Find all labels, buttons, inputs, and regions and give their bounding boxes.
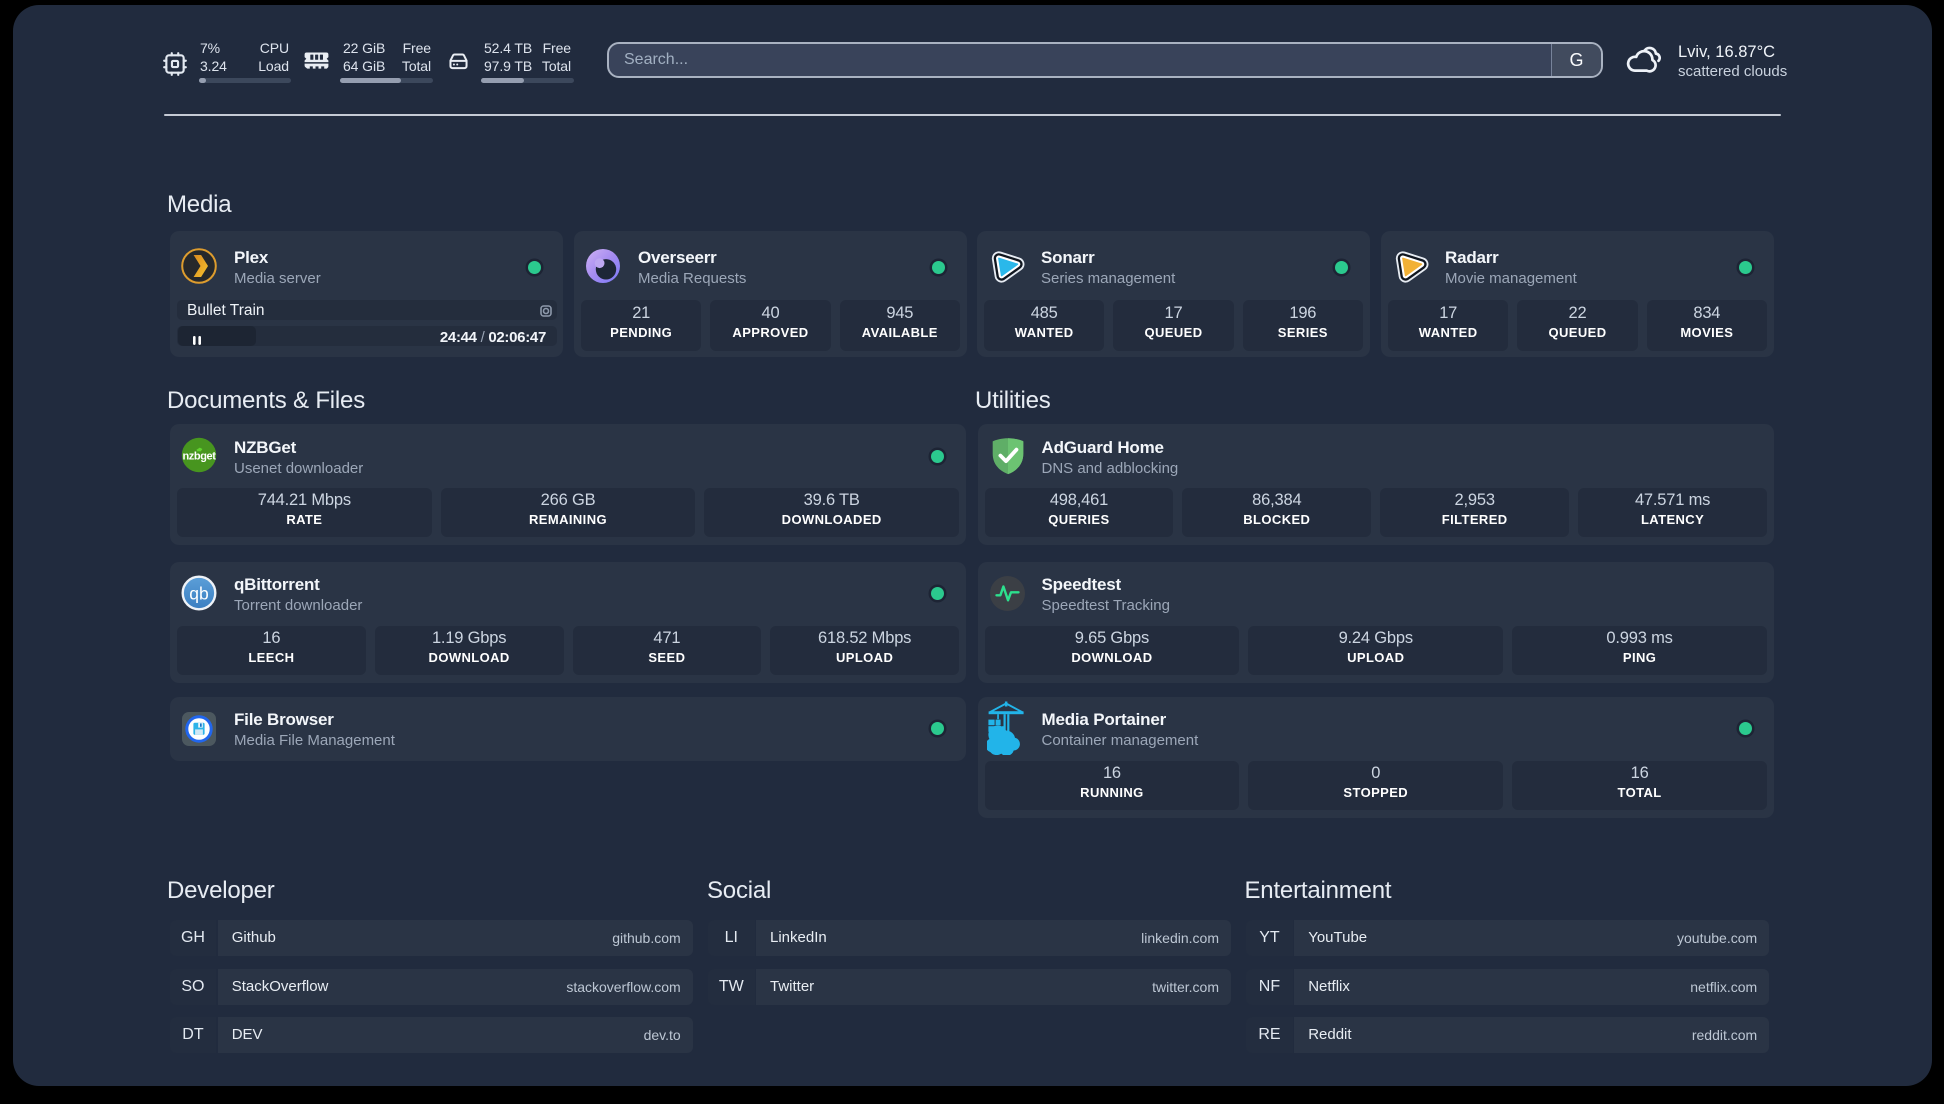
svg-text:nzbget: nzbget (182, 451, 216, 463)
svg-text:qb: qb (189, 583, 208, 603)
